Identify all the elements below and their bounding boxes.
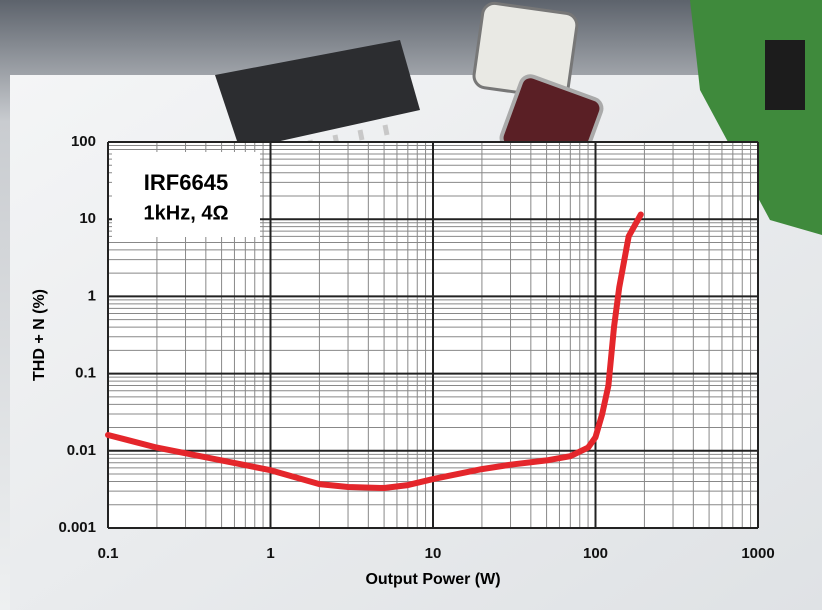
x-tick-label: 0.1: [98, 545, 119, 562]
y-tick-label: 0.1: [75, 365, 96, 382]
data-line: [105, 211, 644, 491]
x-tick-label: 1000: [741, 545, 774, 562]
x-tick-label: 1: [266, 545, 274, 562]
y-tick-label: 0.001: [58, 519, 96, 536]
pcb: [690, 0, 822, 235]
x-axis-label: Output Power (W): [365, 571, 500, 588]
x-tick-label: 100: [583, 545, 608, 562]
x-tick-label: 10: [425, 545, 442, 562]
y-tick-label: 0.01: [67, 442, 96, 459]
y-axis-label: THD + N (%): [31, 289, 48, 381]
annotation: 1kHz, 4Ω: [144, 202, 229, 224]
annotation: IRF6645: [144, 170, 228, 195]
annotation-box: IRF6645 1kHz, 4Ω: [112, 152, 260, 237]
y-tick-label: 10: [79, 210, 96, 227]
y-tick-label: 100: [71, 133, 96, 150]
y-tick-label: 1: [88, 287, 96, 304]
